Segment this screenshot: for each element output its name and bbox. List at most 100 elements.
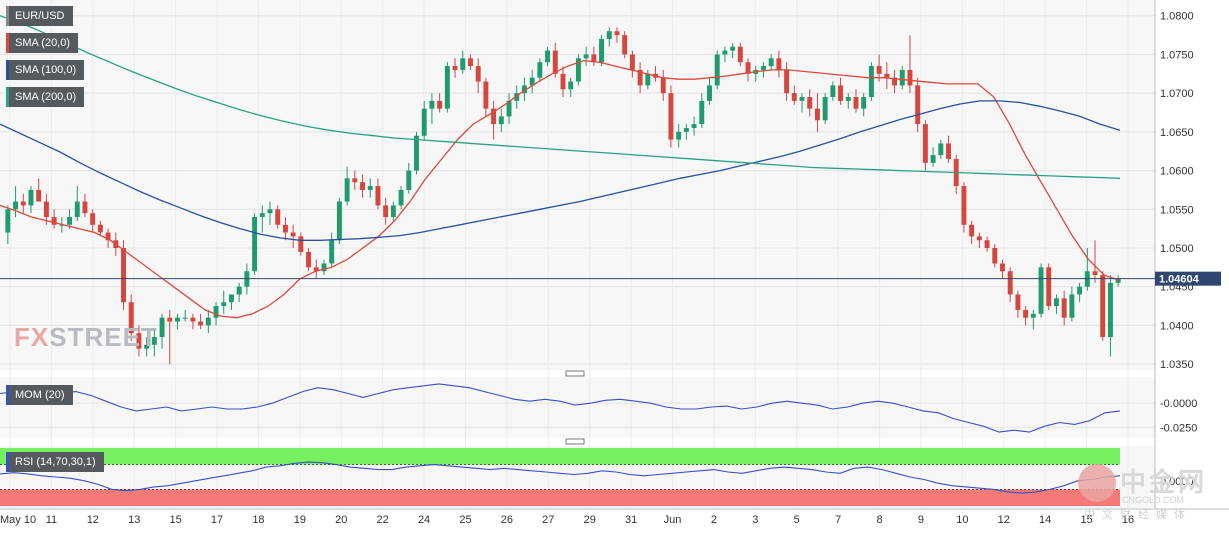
time-tick-label: Jun: [664, 514, 682, 526]
candle-body: [784, 69, 790, 94]
sma100-line: [0, 100, 1121, 241]
mom-label[interactable]: MOM (20): [6, 385, 73, 405]
time-tick-label: 19: [294, 514, 306, 526]
candle-body: [136, 333, 142, 349]
watermark-sub: 中文财经媒体: [1084, 509, 1192, 521]
logo-street: STREET: [49, 322, 158, 352]
mom-line: [0, 383, 1121, 433]
candle-body: [606, 31, 612, 39]
mom-panel: [0, 377, 1155, 438]
candle-body: [892, 77, 898, 86]
candle-body: [336, 201, 342, 241]
candle-body: [622, 35, 628, 55]
candle-body: [282, 224, 288, 233]
candle-body: [992, 248, 998, 264]
candles: [5, 27, 1121, 365]
time-tick-label: 12: [998, 514, 1010, 526]
candle-body: [1000, 263, 1005, 272]
candle-body: [344, 178, 350, 202]
candle-body: [144, 344, 150, 349]
price-tick-label: 1.0350: [1160, 359, 1194, 371]
candle-body: [560, 73, 566, 90]
price-tick-label: 1.0700: [1160, 88, 1194, 100]
rsi-oversold-zone: [0, 489, 1120, 506]
candle-body: [267, 209, 273, 214]
candle-body: [321, 263, 327, 272]
time-tick-label: 13: [128, 514, 140, 526]
candle-body: [398, 189, 404, 206]
time-tick-label: 15: [1080, 514, 1092, 526]
time-tick-label: 8: [876, 514, 882, 526]
time-tick-label: 16: [1122, 514, 1134, 526]
candle-body: [352, 178, 358, 183]
candle-body: [491, 108, 497, 125]
fxstreet-logo: FXSTREET: [14, 322, 158, 353]
candle-body: [938, 143, 944, 156]
candle-body: [1015, 294, 1021, 310]
time-tick-label: 25: [459, 514, 471, 526]
time-tick-label: 5: [794, 514, 800, 526]
last-price-value: 1.04604: [1159, 274, 1200, 286]
candle-body: [830, 85, 836, 98]
candle-body: [791, 93, 797, 101]
candle-body: [5, 209, 11, 233]
candle-body: [822, 97, 828, 121]
candle-body: [1100, 275, 1106, 338]
price-tick-label: 1.0550: [1160, 204, 1194, 216]
candle-body: [853, 97, 859, 109]
candle-body: [475, 66, 481, 82]
sma100-label[interactable]: SMA (100,0): [6, 60, 85, 80]
candle-body: [768, 58, 774, 67]
candle-body: [884, 73, 890, 78]
time-tick-label: 3: [752, 514, 758, 526]
candle-body: [545, 50, 551, 63]
candle-body: [668, 93, 674, 140]
candle-body: [714, 54, 720, 86]
candle-body: [730, 46, 736, 51]
logo-fx: FX: [14, 322, 50, 352]
panel-resize-handle-2[interactable]: [565, 438, 585, 445]
price-tick-label: 1.0400: [1160, 320, 1194, 332]
candle-body: [444, 66, 450, 109]
candle-body: [552, 50, 558, 74]
candle-body: [1053, 298, 1059, 307]
candle-body: [614, 31, 620, 36]
time-tick-label: 14: [1039, 514, 1051, 526]
candle-body: [190, 317, 196, 322]
candle-body: [529, 77, 535, 86]
sma20-label[interactable]: SMA (20,0): [6, 33, 79, 53]
candle-body: [390, 205, 396, 218]
candle-body: [969, 224, 975, 237]
cngold-logo-icon: [1078, 464, 1116, 502]
candle-body: [930, 155, 936, 163]
sma200-line: [0, 15, 1121, 179]
candle-body: [252, 217, 258, 272]
candle-body: [59, 224, 65, 226]
candle-body: [583, 54, 589, 59]
price-tick-label: 1.0800: [1160, 11, 1194, 23]
candle-body: [514, 93, 520, 101]
candle-body: [198, 321, 204, 326]
candle-body: [329, 240, 335, 264]
symbol-label[interactable]: EUR/USD: [6, 6, 73, 26]
candle-body: [761, 66, 766, 70]
sma200-label[interactable]: SMA (200,0): [6, 87, 85, 107]
candle-body: [946, 143, 951, 159]
time-tick-label: 7: [835, 514, 841, 526]
candle-body: [498, 116, 504, 125]
candle-body: [151, 337, 157, 345]
candle-body: [745, 62, 751, 74]
candle-body: [159, 317, 165, 338]
candle-body: [452, 66, 458, 70]
candle-body: [236, 286, 242, 295]
candle-body: [36, 189, 42, 202]
watermark-cn: 中金网: [1120, 467, 1208, 497]
time-tick-label: 26: [501, 514, 513, 526]
panel-resize-handle-1[interactable]: [565, 370, 585, 377]
candle-body: [175, 317, 180, 322]
candle-body: [1046, 267, 1052, 307]
rsi-label[interactable]: RSI (14,70,30,1): [6, 452, 104, 472]
candle-body: [591, 54, 597, 63]
